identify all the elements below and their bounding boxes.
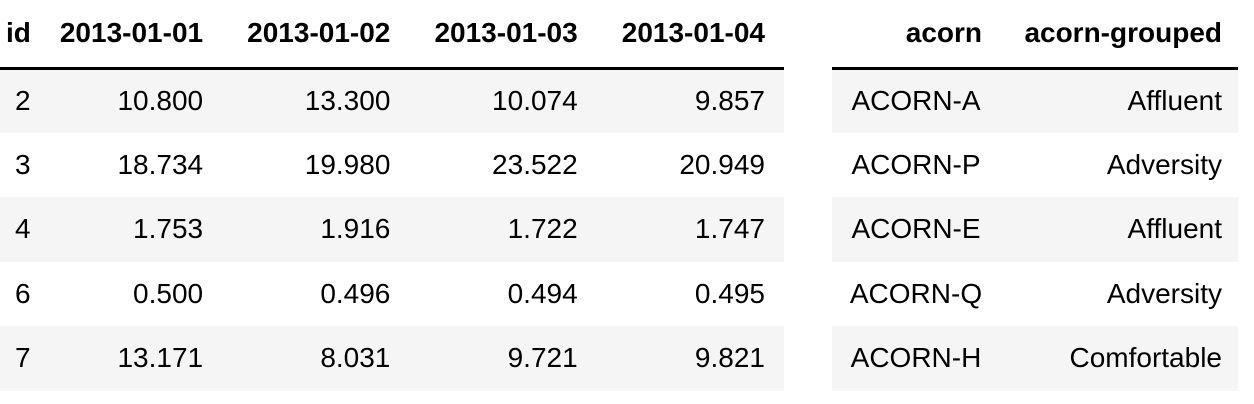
column-header-2013-01-03: 2013-01-03	[409, 0, 597, 70]
cell-value: 0.500	[34, 261, 223, 326]
cell-id: 3	[0, 132, 35, 197]
table-row: ACORN-P Adversity	[832, 132, 1238, 197]
cell-value: 1.753	[34, 197, 223, 262]
cell-value: 0.494	[409, 261, 597, 326]
table-row: ACORN-H Comfortable	[832, 326, 1238, 391]
cell-id: 6	[0, 261, 35, 326]
cell-value: 19.980	[222, 132, 410, 197]
cell-acorn: ACORN-H	[832, 326, 1000, 391]
cell-acorn-grouped: Affluent	[1000, 68, 1238, 133]
column-header-2013-01-04: 2013-01-04	[596, 0, 784, 70]
cell-value: 1.916	[222, 197, 410, 262]
table-row: 2 10.800 13.300 10.074 9.857	[0, 68, 784, 133]
table-row: ACORN-E Affluent	[832, 197, 1238, 262]
column-header-acorn-grouped: acorn-grouped	[1000, 0, 1238, 70]
header-row: acorn acorn-grouped	[832, 0, 1238, 70]
cell-acorn: ACORN-A	[832, 68, 1000, 133]
cell-value: 0.495	[596, 261, 784, 326]
cell-value: 9.857	[596, 68, 784, 133]
cell-id: 2	[0, 68, 35, 133]
cell-value: 10.800	[34, 68, 223, 133]
cell-id: 7	[0, 326, 35, 391]
column-header-id: id	[0, 0, 35, 70]
acorn-category-table: acorn acorn-grouped ACORN-A Affluent ACO…	[832, 0, 1238, 391]
cell-value: 1.747	[596, 197, 784, 262]
cell-acorn: ACORN-E	[832, 197, 1000, 262]
cell-acorn: ACORN-Q	[832, 261, 1000, 326]
table-row: 6 0.500 0.496 0.494 0.495	[0, 261, 784, 326]
cell-acorn-grouped: Adversity	[1000, 132, 1238, 197]
cell-acorn-grouped: Adversity	[1000, 261, 1238, 326]
cell-value: 0.496	[222, 261, 410, 326]
cell-value: 13.171	[34, 326, 223, 391]
cell-value: 20.949	[596, 132, 784, 197]
header-row: id 2013-01-01 2013-01-02 2013-01-03 2013…	[0, 0, 784, 70]
cell-id: 4	[0, 197, 35, 262]
cell-value: 8.031	[222, 326, 410, 391]
table-row: 4 1.753 1.916 1.722 1.747	[0, 197, 784, 262]
cell-value: 9.721	[409, 326, 597, 391]
cell-value: 18.734	[34, 132, 223, 197]
table-row: ACORN-A Affluent	[832, 68, 1238, 133]
daily-consumption-table: id 2013-01-01 2013-01-02 2013-01-03 2013…	[0, 0, 784, 391]
table-row: ACORN-Q Adversity	[832, 261, 1238, 326]
column-header-2013-01-01: 2013-01-01	[34, 0, 223, 70]
column-header-2013-01-02: 2013-01-02	[222, 0, 410, 70]
table-row: 7 13.171 8.031 9.721 9.821	[0, 326, 784, 391]
cell-acorn-grouped: Affluent	[1000, 197, 1238, 262]
cell-value: 23.522	[409, 132, 597, 197]
cell-value: 1.722	[409, 197, 597, 262]
cell-value: 9.821	[596, 326, 784, 391]
cell-value: 13.300	[222, 68, 410, 133]
column-header-acorn: acorn	[832, 0, 1000, 70]
cell-acorn-grouped: Comfortable	[1000, 326, 1238, 391]
table-row: 3 18.734 19.980 23.522 20.949	[0, 132, 784, 197]
cell-acorn: ACORN-P	[832, 132, 1000, 197]
cell-value: 10.074	[409, 68, 597, 133]
